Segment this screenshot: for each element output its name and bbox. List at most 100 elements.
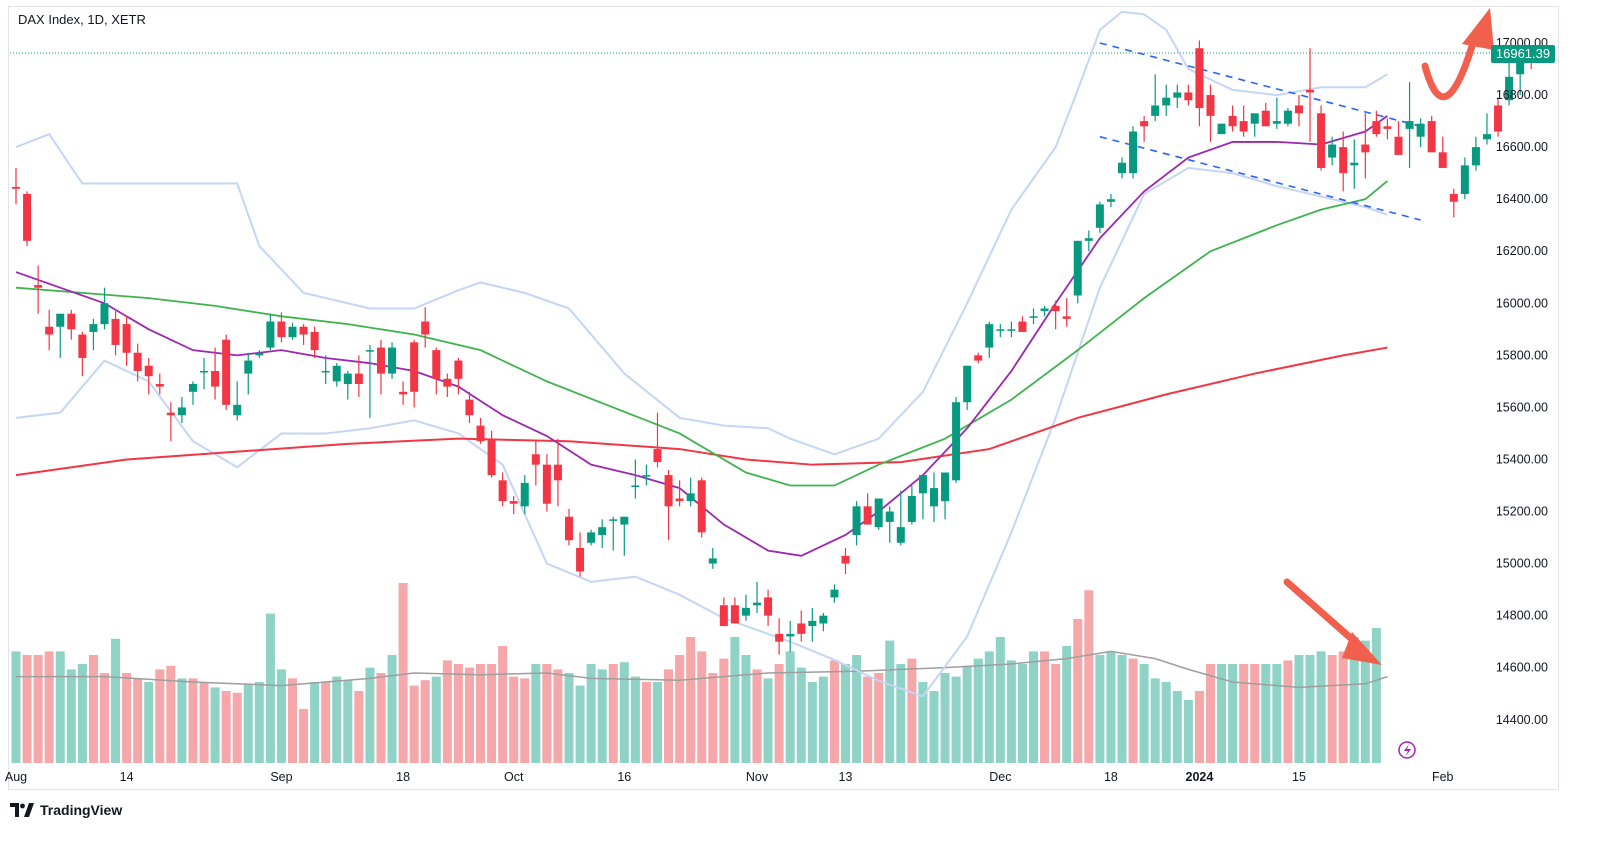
- candle-body: [1416, 123, 1425, 137]
- volume-bar: [1161, 682, 1171, 763]
- candle-body: [852, 506, 861, 535]
- volume-bar: [1017, 664, 1027, 763]
- volume-bar: [453, 664, 463, 763]
- candle-body: [1494, 105, 1503, 132]
- annotation-arrowhead-up: [1462, 8, 1494, 50]
- volume-bar: [299, 709, 309, 763]
- candle-body: [1516, 61, 1525, 75]
- candle-body: [1195, 48, 1204, 109]
- volume-bar: [509, 676, 519, 763]
- volume-bar: [431, 676, 441, 763]
- volume-bar: [575, 685, 585, 763]
- candle-body: [587, 532, 596, 543]
- volume-bar: [1327, 655, 1337, 763]
- volume-bar: [133, 678, 143, 763]
- x-tick-label: 13: [839, 770, 853, 784]
- volume-bar: [11, 651, 21, 763]
- volume-bar: [841, 664, 850, 763]
- candle-body: [1405, 121, 1414, 129]
- candle-body: [1029, 316, 1038, 318]
- y-tick-label: 16800.00: [1496, 88, 1548, 102]
- candle-body: [1339, 147, 1348, 174]
- candle-body: [476, 425, 485, 442]
- candle-body: [67, 313, 76, 330]
- volume-bar: [122, 673, 132, 763]
- volume-bar: [1183, 700, 1193, 763]
- candle-body: [874, 498, 883, 528]
- volume-bar: [55, 651, 65, 763]
- candle-body: [885, 511, 894, 522]
- volume-bar: [852, 655, 862, 763]
- volume-bar: [807, 682, 817, 763]
- candle-body: [1040, 308, 1049, 312]
- volume-bar: [365, 667, 375, 763]
- candle-body: [675, 498, 684, 502]
- volume-bar: [763, 678, 773, 763]
- x-tick-label: Aug: [5, 770, 27, 784]
- candle-body: [399, 391, 408, 395]
- volume-bar: [1117, 655, 1127, 763]
- x-tick-label: Dec: [989, 770, 1011, 784]
- volume-bar: [343, 680, 353, 763]
- replay-icon: [1398, 741, 1416, 759]
- volume-bar: [885, 640, 895, 763]
- candle-body: [222, 339, 231, 405]
- candle-body: [598, 527, 607, 535]
- brand[interactable]: TradingView: [10, 800, 122, 820]
- y-tick-label: 14600.00: [1496, 661, 1548, 675]
- candle-body: [1306, 89, 1315, 93]
- volume-bar: [675, 655, 685, 763]
- sma200-line: [15, 346, 1388, 477]
- volume-bar: [376, 673, 386, 763]
- volume-bar: [918, 682, 928, 763]
- volume-bar: [951, 676, 961, 763]
- candle-body: [1184, 92, 1193, 101]
- volume-bar: [686, 637, 696, 763]
- candle-body: [1129, 131, 1138, 174]
- volume-bar: [409, 685, 419, 763]
- volume-bar: [1371, 628, 1381, 763]
- candle-body: [144, 365, 153, 377]
- candle-body: [266, 321, 275, 348]
- candle-body: [122, 324, 131, 353]
- volume-bar: [487, 664, 497, 763]
- volume-bar: [664, 669, 674, 763]
- y-tick-label: 16600.00: [1496, 140, 1548, 154]
- volume-bar: [697, 651, 707, 763]
- volume-bar: [1349, 637, 1359, 763]
- volume-bar: [254, 682, 264, 763]
- volume-bar: [1205, 664, 1215, 763]
- volume-bar: [553, 669, 563, 763]
- candle-body: [941, 472, 950, 502]
- candle-body: [1162, 97, 1171, 106]
- volume-bar: [111, 638, 121, 763]
- candle-body: [255, 352, 264, 356]
- candle-body: [531, 454, 540, 465]
- volume-bar: [752, 669, 762, 763]
- candle-body: [719, 605, 728, 627]
- volume-bar: [332, 676, 342, 763]
- candle-body: [1328, 144, 1337, 158]
- volume-bar: [995, 637, 1005, 763]
- volume-bar: [785, 651, 795, 763]
- last-price-tag: 16961.39: [1491, 45, 1555, 63]
- candle-body: [365, 350, 374, 352]
- volume-bar: [464, 667, 474, 763]
- volume-bar: [276, 669, 286, 763]
- candle-body: [686, 493, 695, 502]
- volume-bar: [774, 664, 784, 763]
- candle-body: [1361, 144, 1370, 153]
- candle-body: [498, 480, 507, 502]
- volume-bar: [962, 665, 972, 763]
- volume-bar: [973, 658, 983, 763]
- volume-bar: [984, 651, 994, 763]
- volume-bar: [1239, 664, 1249, 763]
- candle-body: [797, 623, 806, 634]
- chart-frame[interactable]: [8, 6, 1559, 790]
- volume-bar: [708, 673, 718, 763]
- candle-body: [764, 597, 773, 616]
- candle-body: [863, 506, 872, 525]
- volume-bar: [166, 665, 176, 763]
- candle-body: [1317, 113, 1326, 168]
